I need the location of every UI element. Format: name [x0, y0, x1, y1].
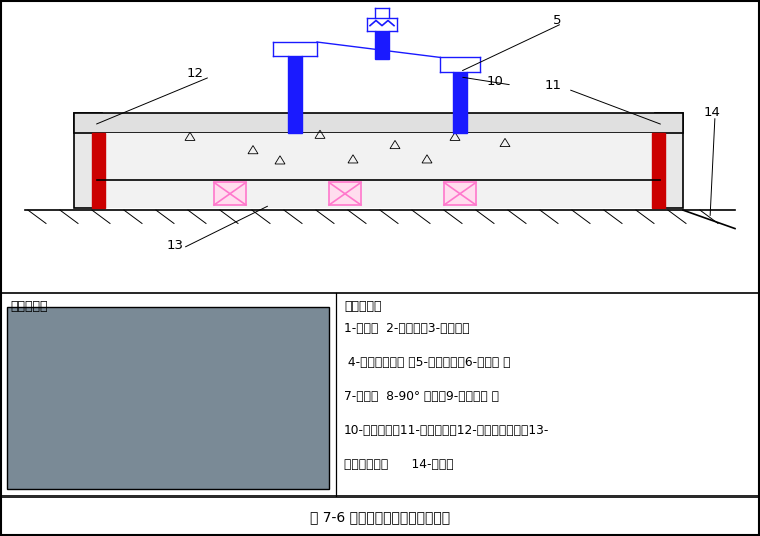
Text: 符号说明：: 符号说明： — [344, 300, 382, 313]
Bar — [92, 133, 105, 208]
Text: 13: 13 — [166, 240, 183, 252]
Bar — [453, 72, 467, 133]
Bar — [288, 56, 302, 133]
Bar — [444, 182, 476, 205]
Bar — [652, 133, 665, 208]
Bar — [7, 307, 329, 489]
Text: 12: 12 — [186, 68, 204, 80]
Bar — [74, 113, 683, 133]
Bar — [375, 31, 389, 59]
Bar — [214, 182, 246, 205]
Text: 图 7-6 立式水泵与管路连接示意图: 图 7-6 立式水泵与管路连接示意图 — [310, 510, 450, 524]
Text: 5: 5 — [553, 14, 561, 27]
Bar — [102, 133, 655, 208]
Text: 10: 10 — [486, 76, 503, 88]
Text: 14: 14 — [704, 106, 720, 119]
Bar — [74, 113, 102, 208]
Bar — [655, 113, 683, 208]
Bar — [329, 182, 361, 205]
Text: 实施案例：: 实施案例： — [10, 300, 47, 313]
Text: 11: 11 — [544, 79, 562, 92]
Text: 1-闸阀；  2-除污器；3-软接头；: 1-闸阀； 2-除污器；3-软接头； — [344, 322, 470, 335]
Text: 7-支架；  8-90° 弯头；9-弹性吊架 ；: 7-支架； 8-90° 弯头；9-弹性吊架 ； — [344, 390, 499, 403]
Text: 4-压力表连旋塞 ；5-立式水泵；6-止回阀 ；: 4-压力表连旋塞 ；5-立式水泵；6-止回阀 ； — [344, 356, 511, 369]
Text: 隔振橡胶垫；      14-地面；: 隔振橡胶垫； 14-地面； — [344, 458, 454, 471]
Text: 10-浮动底座；11-隔离夹板；12-外部等级夹板；13-: 10-浮动底座；11-隔离夹板；12-外部等级夹板；13- — [344, 424, 549, 437]
